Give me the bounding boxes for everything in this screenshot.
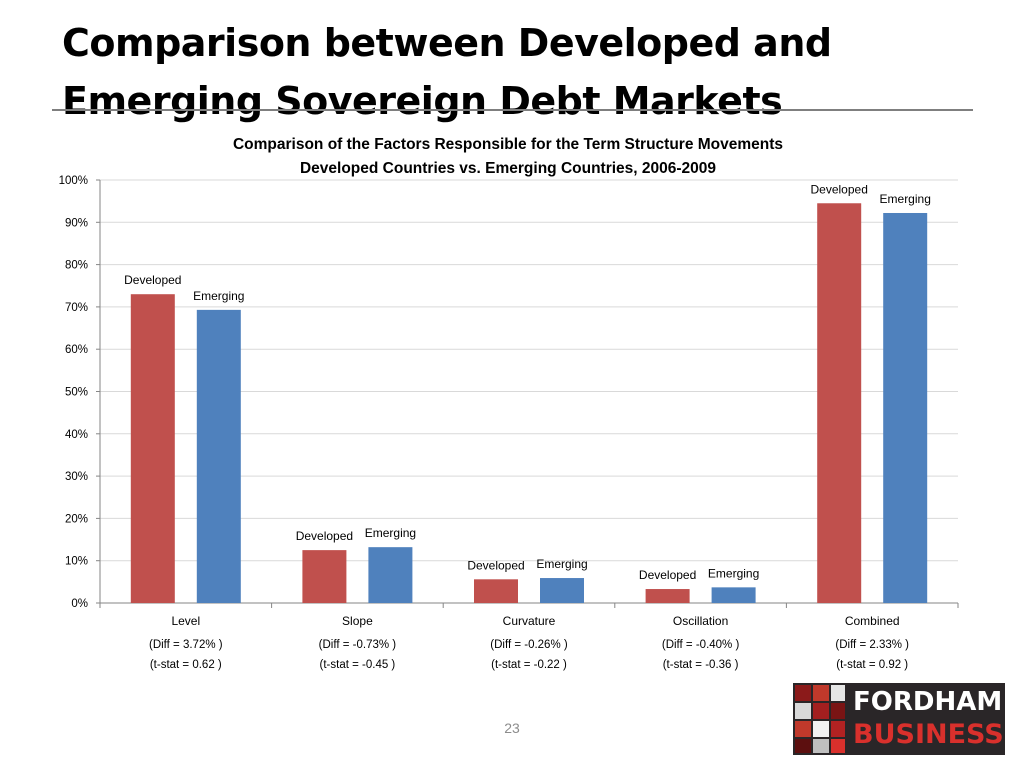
y-tick-label: 50% [65, 387, 88, 399]
category-note: (Diff = -0.40% ) [662, 639, 740, 651]
bar-developed [130, 294, 175, 603]
bar-developed [302, 550, 347, 603]
data-label: Emerging [536, 557, 587, 571]
bar-developed [817, 203, 862, 603]
x-tick-label: Level [171, 614, 200, 628]
chart-title: Comparison of the Factors Responsible fo… [233, 136, 783, 153]
data-labels: Developed Developed Developed Developed Deve… [124, 182, 931, 582]
x-tick-label: Curvature [503, 614, 556, 628]
gridlines [100, 179, 958, 562]
y-tick-label: 70% [65, 302, 88, 314]
category-note: (Diff = 3.72% ) [149, 639, 223, 651]
logo-text-fordham: FORDHAM [853, 687, 1003, 717]
fordham-business-logo: FORDHAM BUSINESS [793, 683, 1005, 755]
bar-emerging [883, 212, 928, 603]
data-label: Developed [296, 529, 353, 543]
category-note: (Diff = -0.26% ) [490, 639, 568, 651]
y-tick-label: 90% [65, 217, 88, 229]
slide-title: Comparison between Developed and Emergin… [62, 21, 832, 123]
logo-squares-icon [795, 685, 845, 753]
axes: 0% 10% 20% 30% 40% 50% 60% 70% 80% 90% 100% Level (D… [59, 175, 959, 671]
bar-developed [474, 579, 518, 603]
data-label: Emerging [193, 289, 244, 303]
data-label: Emerging [880, 192, 931, 206]
title-divider [52, 109, 973, 111]
bar-emerging [368, 547, 413, 603]
category-note: (Diff = 2.33% ) [835, 639, 909, 651]
bar-emerging [711, 587, 756, 603]
category-note: (t-stat = -0.36 ) [663, 659, 739, 671]
x-tick-label: Combined [845, 614, 900, 628]
data-label: Emerging [708, 566, 759, 580]
category-note: (t-stat = 0.92 ) [836, 659, 908, 671]
y-tick-label: 80% [65, 260, 88, 272]
y-tick-label: 0% [71, 598, 88, 610]
category-note: (t-stat = -0.22 ) [491, 659, 567, 671]
category-note: (Diff = -0.73% ) [319, 639, 397, 651]
x-tick-label: Oscillation [673, 614, 728, 628]
y-tick-label: 20% [65, 513, 88, 525]
data-label: Developed [811, 182, 868, 196]
y-tick-label: 40% [65, 429, 88, 441]
y-tick-label: 30% [65, 471, 88, 483]
x-tick-label: Slope [342, 614, 373, 628]
bar-emerging [540, 578, 584, 603]
data-label: Developed [467, 558, 524, 572]
category-note: (t-stat = -0.45 ) [320, 659, 396, 671]
data-label: Emerging [365, 526, 416, 540]
y-tick-label: 100% [59, 175, 88, 187]
chart-subtitle: Developed Countries vs. Emerging Countri… [300, 160, 716, 177]
bar-emerging [196, 309, 241, 603]
logo-text-business: BUSINESS [853, 719, 1004, 750]
bar-chart: Comparison of the Factors Responsible fo… [59, 136, 959, 671]
data-label: Developed [639, 568, 696, 582]
data-label: Developed [124, 273, 181, 287]
category-note: (t-stat = 0.62 ) [150, 659, 222, 671]
page-number: 23 [504, 720, 520, 736]
y-tick-label: 60% [65, 344, 88, 356]
y-tick-label: 10% [65, 556, 88, 568]
bars [130, 203, 928, 603]
bar-developed [645, 589, 690, 603]
